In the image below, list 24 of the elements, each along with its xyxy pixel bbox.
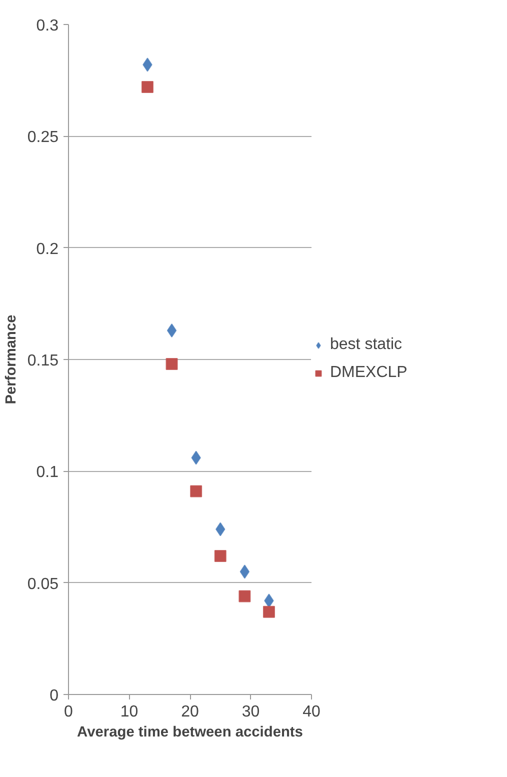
- y-tick-label: 0.25: [27, 129, 59, 146]
- point: [166, 358, 178, 370]
- x-axis-title: Average time between accidents: [77, 724, 303, 740]
- y-tick-label: 0.15: [27, 352, 59, 370]
- point: [262, 606, 275, 618]
- point: [238, 590, 251, 602]
- y-tick-label: 0.3: [36, 18, 59, 34]
- point: [166, 323, 177, 338]
- y-tick-label: 0.1: [36, 464, 59, 482]
- y-tick-label: 0.2: [36, 240, 59, 258]
- point: [214, 550, 226, 562]
- legend-label: best static: [330, 336, 404, 354]
- point: [141, 81, 154, 94]
- y-tick-label: 0: [50, 688, 59, 704]
- x-tick-label: 40: [302, 704, 320, 720]
- x-tick-label: 10: [120, 704, 138, 720]
- y-tick-label: 0.05: [27, 576, 59, 593]
- legend-label: DMEXCLP: [330, 364, 408, 382]
- x-tick-label: 20: [181, 704, 199, 720]
- point: [190, 485, 202, 498]
- y-axis-title: Performance: [3, 314, 20, 404]
- point: [240, 564, 250, 579]
- x-tick-label: 30: [242, 704, 260, 720]
- x-tick-label: 0: [64, 704, 74, 720]
